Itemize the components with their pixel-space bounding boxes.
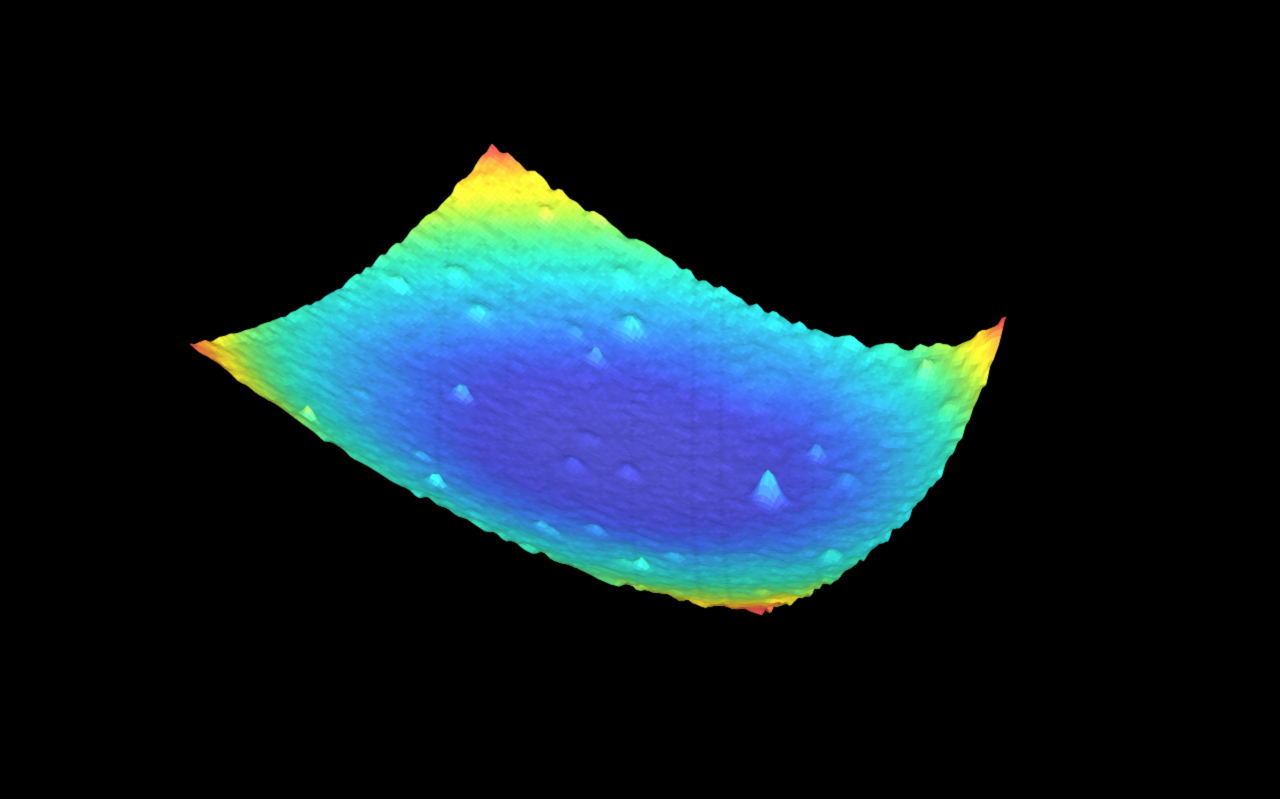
surface-3d-render	[0, 0, 1280, 799]
viewport	[0, 0, 1280, 799]
